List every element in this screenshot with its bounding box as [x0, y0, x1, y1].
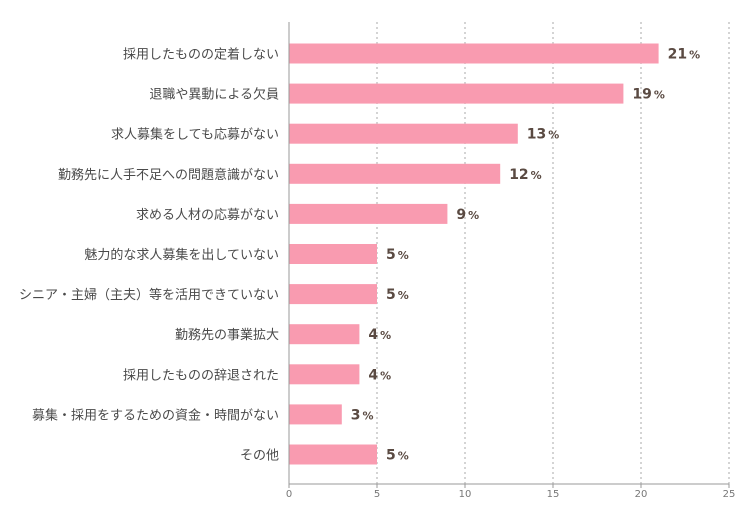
value-number: 4 — [368, 367, 378, 383]
value-suffix: % — [398, 249, 409, 262]
value-label: 5% — [386, 287, 409, 303]
value-number: 21 — [668, 47, 687, 63]
value-label: 3% — [351, 407, 374, 423]
value-number: 19 — [632, 87, 651, 103]
category-label: 勤務先の事業拡大 — [175, 327, 279, 343]
value-label: 13% — [527, 127, 560, 143]
category-label: 採用したものの定着しない — [123, 47, 279, 63]
bar — [289, 43, 659, 64]
x-tick-label: 5 — [374, 489, 380, 500]
value-number: 9 — [456, 207, 466, 223]
value-number: 3 — [351, 407, 361, 423]
bar — [289, 163, 501, 184]
bar — [289, 364, 360, 385]
x-tick-label: 20 — [635, 489, 648, 500]
value-number: 5 — [386, 448, 396, 464]
value-suffix: % — [398, 289, 409, 302]
category-label: その他 — [240, 449, 279, 464]
category-label: 勤務先に人手不足への問題意識がない — [58, 167, 279, 183]
value-number: 5 — [386, 287, 396, 303]
value-suffix: % — [380, 369, 391, 382]
value-number: 4 — [368, 327, 378, 343]
value-suffix: % — [689, 49, 700, 62]
value-suffix: % — [363, 409, 374, 422]
value-label: 19% — [632, 87, 665, 103]
axes — [288, 22, 730, 488]
category-label: 募集・採用をするための資金・時間がない — [32, 407, 279, 423]
category-label: 求人募集をしても応募がない — [111, 127, 279, 143]
bar — [289, 444, 377, 465]
bar — [289, 284, 377, 305]
value-suffix: % — [468, 209, 479, 222]
bar — [289, 123, 518, 144]
bar — [289, 83, 624, 104]
value-label: 4% — [368, 327, 391, 343]
bar — [289, 203, 448, 224]
x-tick-label: 25 — [723, 489, 736, 500]
category-label: 採用したものの辞退された — [123, 368, 279, 383]
value-label: 12% — [509, 167, 542, 183]
value-suffix: % — [380, 329, 391, 342]
value-number: 5 — [386, 247, 396, 263]
value-number: 12 — [509, 167, 528, 183]
category-label: 退職や異動による欠員 — [149, 87, 279, 103]
value-suffix: % — [654, 89, 665, 102]
bars — [289, 43, 659, 465]
x-tick-label: 15 — [547, 489, 560, 500]
labels: 0 5 10 15 20 25 採用したものの定着しない 21 % 退職や異動による欠員 19 % 求人… — [19, 47, 735, 501]
bar — [289, 404, 342, 425]
value-suffix: % — [398, 450, 409, 463]
x-tick-label: 0 — [286, 489, 292, 500]
bar — [289, 244, 377, 264]
category-label: 求める人材の応募がない — [136, 208, 279, 223]
x-tick-label: 10 — [459, 489, 472, 500]
value-label: 9% — [456, 207, 479, 223]
value-label: 21% — [668, 47, 701, 63]
value-label: 5% — [386, 448, 409, 464]
bar — [289, 324, 360, 345]
value-suffix: % — [548, 129, 559, 142]
value-label: 4% — [368, 367, 391, 383]
value-label: 5% — [386, 247, 409, 263]
value-suffix: % — [531, 169, 542, 182]
value-number: 13 — [527, 127, 546, 143]
category-label: 魅力的な求人募集を出していない — [84, 247, 279, 263]
category-label: シニア・主婦（主夫）等を活用できていない — [19, 287, 279, 303]
